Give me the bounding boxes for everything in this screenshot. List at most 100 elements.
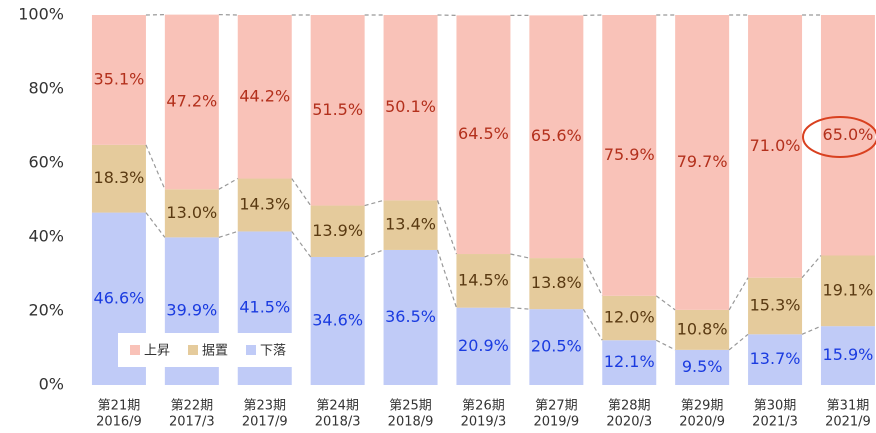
data-label: 13.4% <box>385 215 436 234</box>
data-label: 44.2% <box>239 86 290 105</box>
legend-box <box>118 333 300 367</box>
legend: 上昇 据置 下落 <box>118 333 300 367</box>
data-label: 20.9% <box>458 336 509 355</box>
bar-segment <box>820 326 875 385</box>
bar-segment <box>91 15 146 145</box>
x-tick-label: 第28期 <box>608 399 651 414</box>
x-tick-label: 2017/9 <box>242 415 288 430</box>
legend-swatch <box>188 345 198 355</box>
y-tick-label: 80% <box>28 79 64 98</box>
data-label: 36.5% <box>385 307 436 326</box>
x-tick-label: 第23期 <box>243 399 286 414</box>
data-label: 12.1% <box>604 352 655 371</box>
data-label: 14.5% <box>458 270 509 289</box>
x-tick-label: 2017/3 <box>169 415 215 430</box>
data-label: 15.9% <box>823 345 874 364</box>
x-tick-label: 2020/3 <box>606 415 652 430</box>
bar-segment <box>456 15 511 255</box>
connector <box>145 212 166 238</box>
bars <box>91 14 875 385</box>
data-label: 19.1% <box>823 280 874 299</box>
connector <box>801 325 822 335</box>
x-tick-label: 第30期 <box>754 399 797 414</box>
connector <box>291 231 312 258</box>
bar-segment <box>602 15 657 296</box>
data-label: 51.5% <box>312 100 363 119</box>
data-label: 34.6% <box>312 310 363 329</box>
connector <box>728 333 749 351</box>
connector <box>582 257 603 297</box>
y-tick-label: 0% <box>39 375 64 394</box>
y-tick-label: 100% <box>18 5 64 24</box>
connector <box>291 178 312 206</box>
connector <box>655 295 676 311</box>
connector <box>436 249 458 308</box>
data-label: 79.7% <box>677 152 728 171</box>
data-label: 20.5% <box>531 337 582 356</box>
x-tick-label: 2018/9 <box>388 415 434 430</box>
connector <box>801 255 822 279</box>
bar-segment <box>310 256 365 385</box>
connector <box>218 178 239 190</box>
connector <box>218 230 238 238</box>
x-tick-label: 第21期 <box>98 399 141 414</box>
data-label: 50.1% <box>385 97 436 116</box>
data-label: 13.0% <box>166 203 217 222</box>
bar-segment <box>820 255 875 327</box>
connector <box>145 144 166 190</box>
data-label: 65.0% <box>823 125 874 144</box>
bar-segment <box>383 249 438 385</box>
connector <box>582 308 603 341</box>
x-tick-label: 第26期 <box>462 399 505 414</box>
data-label: 9.5% <box>682 357 723 376</box>
data-label: 64.5% <box>458 124 509 143</box>
data-label: 10.8% <box>677 319 728 338</box>
bar-segment <box>675 349 730 385</box>
data-label: 35.1% <box>94 69 145 88</box>
x-tick-label: 第22期 <box>171 399 214 414</box>
bar-segment <box>237 15 292 179</box>
bar-segment <box>748 15 803 278</box>
x-tick-label: 第24期 <box>316 399 359 414</box>
bar-segment <box>602 340 657 385</box>
legend-label: 下落 <box>260 344 286 359</box>
x-tick-label: 2021/9 <box>825 415 871 430</box>
x-tick-label: 2018/3 <box>315 415 361 430</box>
x-tick-label: 2020/9 <box>679 415 725 430</box>
bar-segment <box>237 178 292 232</box>
highlight-circle <box>802 116 876 158</box>
connector <box>655 339 676 351</box>
bar-segment <box>310 15 365 206</box>
connector <box>364 199 384 207</box>
y-tick-label: 60% <box>28 153 64 172</box>
data-label: 71.0% <box>750 136 801 155</box>
bar-segment <box>675 15 730 310</box>
legend-label: 据置 <box>202 344 228 359</box>
labels: 46.6% 18.3% 35.1% 39.9% 13.0% 47.2% 41.5% 14.3%… <box>94 69 874 375</box>
connector <box>364 249 384 258</box>
y-tick-label: 20% <box>28 301 64 320</box>
x-tick-label: 2016/9 <box>96 415 142 430</box>
x-tick-label: 第27期 <box>535 399 578 414</box>
data-label: 12.0% <box>604 308 655 327</box>
data-label: 13.9% <box>312 221 363 240</box>
bar-segment <box>529 309 584 385</box>
x-tick-label: 第29期 <box>681 399 724 414</box>
bar-segment <box>748 277 803 335</box>
bar-segment <box>529 258 584 310</box>
bar-segment <box>820 15 875 256</box>
x-tick-label: 2019/3 <box>461 415 507 430</box>
bar-segment <box>456 254 511 308</box>
data-label: 13.8% <box>531 273 582 292</box>
connector <box>510 253 530 259</box>
y-tick-label: 40% <box>28 227 64 246</box>
bar-segment <box>383 15 438 201</box>
x-tick-label: 2021/3 <box>752 415 798 430</box>
bar-segment <box>91 144 146 213</box>
x-tick-label: 2019/9 <box>533 415 579 430</box>
bar-segment <box>164 14 219 190</box>
connector <box>436 200 458 255</box>
data-label: 75.9% <box>604 145 655 164</box>
data-label: 15.3% <box>750 296 801 315</box>
